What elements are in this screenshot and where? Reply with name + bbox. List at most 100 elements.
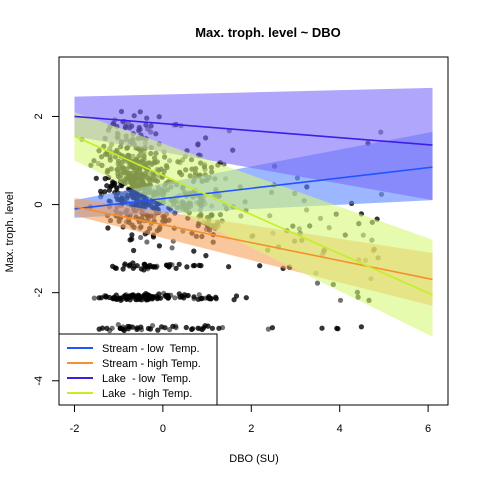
regression-line-4 (74, 135, 433, 296)
scatter-point (201, 325, 207, 331)
scatter-point (134, 294, 140, 300)
confidence-band-4 (74, 112, 433, 337)
scatter-point (203, 253, 209, 259)
scatter-point (120, 326, 126, 332)
scatter-point (138, 234, 144, 241)
scatter-point (91, 295, 97, 301)
x-tick-label: 4 (337, 423, 343, 435)
scatter-point (226, 264, 232, 270)
x-tick-label: 2 (248, 423, 254, 435)
scatter-point (191, 248, 197, 254)
x-axis: -2 0 2 4 6 (70, 404, 431, 435)
scatter-point (130, 260, 136, 266)
legend-label: Stream - low Temp. (102, 343, 200, 355)
scatter-point (130, 265, 136, 271)
scatter-point (184, 264, 190, 270)
scatter-point (105, 225, 111, 231)
chart-title: Max. troph. level ~ DBO (195, 25, 341, 40)
scatter-point (126, 263, 132, 269)
scatter-point (176, 261, 182, 267)
x-tick-label: -2 (70, 423, 80, 435)
legend: Stream - low Temp. Stream - high Temp. Lak… (58, 333, 218, 406)
scatter-point (185, 292, 191, 299)
scatter-point (257, 263, 263, 269)
y-tick-label: 0 (33, 202, 45, 208)
scatter-point (173, 265, 179, 271)
scatter-point (157, 295, 164, 301)
scatter-point (129, 324, 136, 330)
scatter-point (138, 266, 144, 272)
regression-line-1 (74, 166, 433, 210)
scatter-point (167, 327, 173, 333)
regression-line-3 (74, 115, 433, 146)
scatter-point (231, 297, 237, 303)
scatter-point (159, 324, 165, 330)
scatter-point (98, 188, 104, 194)
scatter-point (99, 325, 105, 331)
plot-marks (74, 87, 433, 337)
x-axis-label: DBO (SU) (229, 453, 279, 465)
scatter-point (102, 189, 108, 195)
scatter-point (117, 295, 123, 301)
scatter-point (155, 327, 161, 333)
x-tick-label: 6 (425, 423, 431, 435)
scatter-point (134, 263, 140, 269)
scatter-point (205, 323, 211, 329)
scatter-point (129, 232, 135, 238)
scatter-point (128, 294, 134, 300)
y-axis-label: Max. troph. level (4, 192, 16, 273)
regression-line-2 (74, 205, 433, 281)
scatter-point (125, 326, 131, 332)
scatter-point (213, 294, 219, 300)
scatter-point (181, 295, 187, 301)
scatter-point (265, 326, 271, 332)
y-tick-label: 2 (33, 113, 45, 119)
scatter-point (335, 326, 341, 332)
scatter-point (144, 239, 150, 245)
legend-label: Lake - low Temp. (102, 373, 191, 385)
scatter-point (120, 266, 126, 272)
y-tick-label: -2 (33, 288, 45, 298)
scatter-point (233, 293, 240, 299)
scatter-point (152, 264, 158, 270)
scatter-point (198, 296, 204, 302)
scatter-point (104, 183, 110, 189)
scatter-point (114, 185, 120, 191)
scatter-point (243, 295, 249, 301)
scatter-point (314, 280, 321, 286)
scatter-point (190, 263, 196, 269)
y-tick-label: -4 (33, 376, 45, 386)
scatter-point (147, 326, 153, 332)
scatter-point (110, 180, 116, 186)
y-axis: -4 -2 0 2 (33, 113, 60, 386)
scatter-point (191, 294, 197, 300)
scatter-point (138, 324, 144, 330)
confidence-band-3 (74, 87, 433, 201)
scatter-point (358, 324, 364, 330)
plot-area (74, 87, 433, 337)
scatter-point (93, 175, 99, 181)
scatter-point (183, 324, 189, 331)
scatter-point (209, 325, 215, 331)
scatter-point (216, 325, 222, 331)
x-tick-label: 0 (160, 423, 166, 435)
legend-label: Stream - high Temp. (102, 358, 201, 370)
scatter-point (337, 297, 344, 303)
scatter-point (156, 243, 162, 249)
scatter-point (104, 325, 110, 331)
scatter-point (195, 325, 201, 331)
legend-label: Lake - high Temp. (102, 388, 192, 400)
scatter-point (113, 265, 119, 271)
scatter-point (196, 292, 202, 298)
scatter-point (169, 245, 175, 251)
scatter-point (164, 294, 170, 300)
scatter-point (196, 262, 202, 268)
scatter-point (189, 326, 195, 332)
scatter-point (149, 296, 155, 302)
scatter-point (156, 291, 162, 297)
scatter-point (147, 264, 153, 270)
scatter-point (122, 261, 128, 267)
scatter-point (319, 325, 325, 331)
scatter-point (106, 187, 112, 193)
